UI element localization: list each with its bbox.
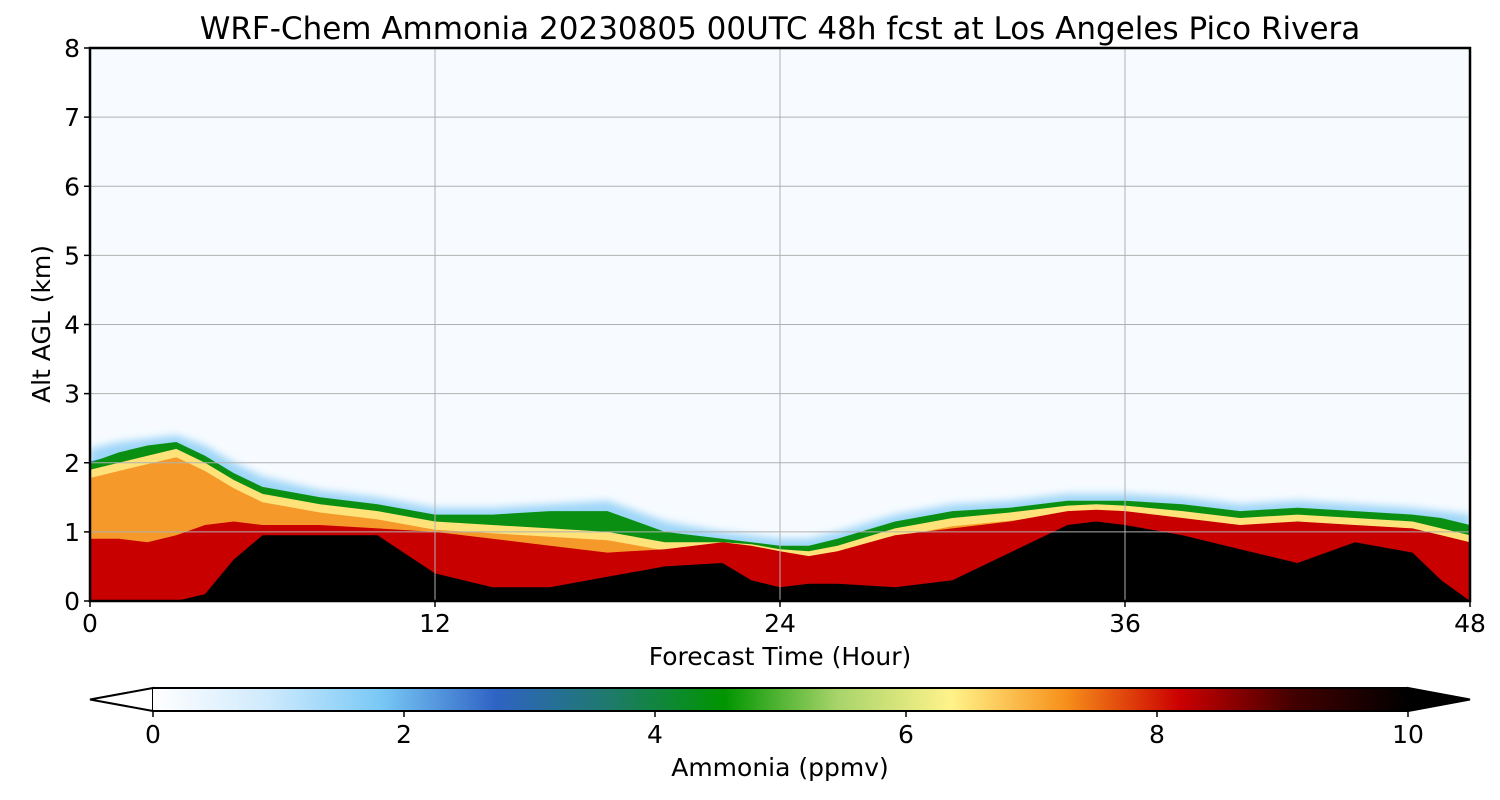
y-tick-label: 7 [64,103,80,132]
y-axis-label: Alt AGL (km) [27,245,56,403]
colorbar-tick-label: 8 [1149,720,1165,749]
y-tick-label: 2 [64,449,80,478]
y-tick-label: 5 [64,241,80,270]
y-tick-label: 6 [64,172,80,201]
x-tick-label: 48 [1454,609,1486,638]
colorbar-tick-label: 6 [898,720,914,749]
colorbar-tick-label: 4 [647,720,663,749]
gridlines [90,48,1470,601]
x-tick-label: 0 [82,609,98,638]
x-tick-label: 12 [419,609,451,638]
colorbar-gradient [153,688,1408,711]
y-tick-label: 1 [64,518,80,547]
y-axis: 0 1 2 3 4 5 6 7 8 [64,34,90,616]
colorbar-tick-label: 0 [145,720,161,749]
colorbar-tick-label: 2 [396,720,412,749]
y-tick-label: 8 [64,34,80,63]
chart-title: WRF-Chem Ammonia 20230805 00UTC 48h fcst… [200,11,1361,47]
x-axis-label: Forecast Time (Hour) [649,642,912,671]
colorbar: 0 2 4 6 8 10 Ammonia (ppmv) [89,686,1471,782]
plot-area [88,46,1472,603]
y-tick-label: 4 [64,311,80,340]
colorbar-tick-label: 10 [1392,720,1424,749]
x-tick-label: 24 [764,609,796,638]
x-tick-label: 36 [1109,609,1141,638]
x-axis: 0 12 24 36 48 [82,601,1486,638]
colorbar-extend-high [1407,686,1471,713]
y-tick-label: 0 [64,587,80,616]
y-tick-label: 3 [64,380,80,409]
colorbar-label: Ammonia (ppmv) [671,753,889,782]
colorbar-extend-low [89,686,154,713]
